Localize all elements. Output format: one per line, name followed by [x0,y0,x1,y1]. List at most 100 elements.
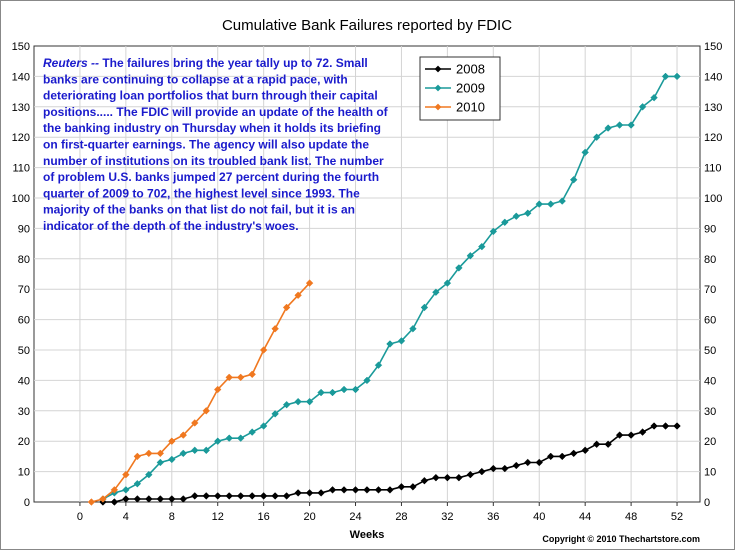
x-axis-label: Weeks [350,529,385,541]
y-tick-label-left: 30 [18,406,30,418]
y-tick-label-left: 100 [12,193,30,205]
data-point-2008 [615,431,624,439]
legend-label: 2008 [456,62,485,77]
data-point-2010 [213,385,222,394]
legend-item-2008: 2008 [425,62,485,77]
data-point-2009 [501,218,509,227]
data-point-2008 [569,449,578,458]
annotation-line: number of institutions on its troubled b… [43,154,384,168]
data-point-2010 [248,370,256,379]
y-tick-label-right: 150 [704,41,722,53]
data-point-2009 [673,72,681,81]
y-tick-label-left: 140 [12,71,30,83]
y-tick-label-left: 60 [18,315,30,327]
y-tick-label-right: 40 [704,375,716,387]
data-point-2009 [581,148,589,157]
data-point-2008 [110,498,119,506]
x-tick-label: 40 [533,511,545,523]
y-tick-label-left: 110 [12,163,30,175]
legend: 2008 2009 2010 [419,56,501,121]
data-point-2009 [409,324,417,333]
annotation-line: the banking industry on Thursday when it… [43,121,381,135]
data-point-2008 [661,422,670,430]
y-tick-label-left: 150 [12,41,30,53]
data-point-2008 [546,452,555,461]
annotation-line: deteriorating loan portfolios that burn … [43,89,378,103]
x-tick-label: 44 [579,511,591,523]
data-point-2009 [661,72,670,81]
data-point-2009 [455,264,463,272]
data-point-2008 [236,492,245,500]
data-point-2009 [340,385,348,394]
data-point-2008 [535,458,543,467]
data-point-2008 [501,464,509,473]
x-tick-label: 28 [395,511,407,523]
data-point-2010 [202,407,210,415]
data-point-2010 [168,437,176,445]
data-point-2009 [282,400,291,409]
x-tick-label: 36 [487,511,499,523]
data-point-2009 [202,446,210,455]
legend-swatch-marker [434,84,442,92]
data-point-2008 [443,473,452,482]
chart-title: Cumulative Bank Failures reported by FDI… [222,17,512,34]
data-point-2009 [535,200,543,208]
y-tick-label-left: 70 [18,284,30,296]
data-point-2009 [443,279,452,287]
annotation-line: indicator of the depth of the industry's… [43,219,299,233]
data-point-2008 [133,495,142,503]
data-point-2009 [145,470,153,479]
data-point-2009 [420,303,429,312]
data-point-2009 [259,422,268,430]
data-point-2009 [294,397,302,406]
x-tick-label: 32 [441,511,453,523]
annotation-source: Reuters -- [43,56,102,70]
data-point-2008 [294,489,302,497]
y-tick-label-right: 110 [704,163,722,175]
data-point-2009 [248,428,256,436]
y-tick-label-right: 70 [704,284,716,296]
data-point-2008 [386,486,394,494]
data-point-2008 [650,422,658,430]
data-point-2008 [145,495,153,503]
legend-label: 2010 [456,100,485,115]
annotation-line: positions..... The FDIC will provide an … [43,105,389,119]
data-point-2008 [524,458,532,467]
data-point-2009 [179,449,188,458]
data-point-2009 [397,337,406,345]
y-tick-label-right: 120 [704,132,722,144]
data-point-2009 [432,288,440,296]
data-point-2010 [110,486,119,494]
data-point-2009 [213,437,222,445]
data-point-2008 [604,440,612,448]
data-point-2010 [225,373,233,382]
y-tick-label-right: 50 [704,345,716,357]
data-point-2009 [592,133,601,141]
y-tick-label-left: 20 [18,436,30,448]
data-point-2009 [317,388,325,397]
data-point-2008 [340,486,348,494]
data-point-2008 [374,486,383,494]
data-point-2008 [638,428,647,436]
data-point-2009 [191,446,199,455]
data-point-2008 [179,495,188,503]
y-tick-label-right: 140 [704,71,722,83]
x-tick-label: 52 [671,511,683,523]
series-2010 [87,279,314,506]
y-tick-label-left: 10 [18,467,30,479]
y-tick-label-left: 90 [18,223,30,235]
data-point-2009 [478,242,486,251]
data-point-2009 [156,458,165,467]
y-tick-label-right: 80 [704,254,716,266]
data-point-2010 [305,279,314,287]
series-line-2010 [91,282,311,503]
annotation-line: Reuters -- The failures bring the year t… [43,56,368,70]
x-tick-label: 16 [258,511,270,523]
data-point-2008 [202,492,210,500]
legend-label: 2009 [456,81,485,96]
y-tick-label-left: 130 [12,102,30,114]
y-tick-label-left: 50 [18,345,30,357]
